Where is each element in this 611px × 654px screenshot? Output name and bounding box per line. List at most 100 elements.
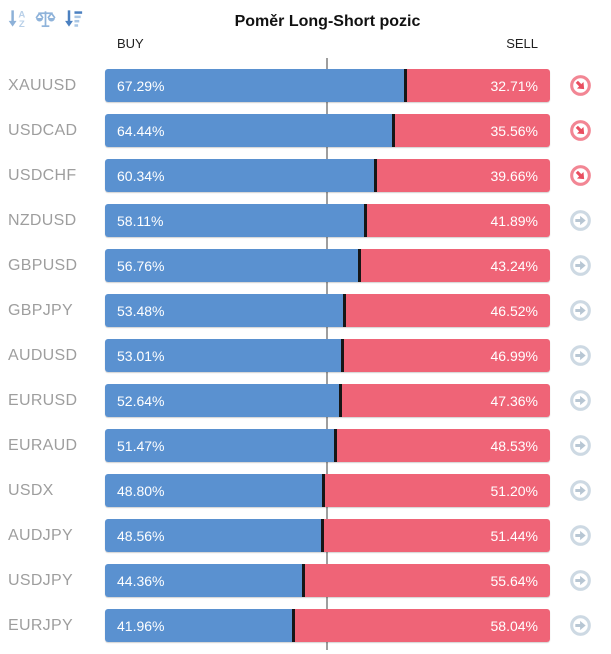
signal-icon-button[interactable] <box>569 344 592 367</box>
buy-percent: 53.01% <box>117 347 165 364</box>
pair-label: AUDUSD <box>8 346 78 364</box>
balance-sort-button[interactable] <box>34 7 57 30</box>
signal-icon-button[interactable] <box>569 299 592 322</box>
ratio-bar: 58.11% 41.89% <box>105 204 550 237</box>
signal-icon-button[interactable] <box>569 389 592 412</box>
bar-divider <box>291 609 295 642</box>
sell-percent: 43.24% <box>490 257 538 274</box>
bar-divider <box>322 474 326 507</box>
bar-divider <box>363 204 367 237</box>
signal-icon-button[interactable] <box>569 164 592 187</box>
pair-label: EURAUD <box>8 436 78 454</box>
buy-bar-segment: 53.48% <box>105 294 343 327</box>
buy-bar-segment: 64.44% <box>105 114 392 147</box>
sell-bar-segment: 43.24% <box>360 249 550 282</box>
sort-by-value-button[interactable] <box>62 7 85 30</box>
signal-icon-button[interactable] <box>569 74 592 97</box>
buy-percent: 56.76% <box>117 257 165 274</box>
pair-label: USDCHF <box>8 166 77 184</box>
bar-divider <box>340 339 344 372</box>
signal-column <box>550 164 611 187</box>
chart-title: Poměr Long-Short pozic <box>234 13 421 30</box>
signal-column <box>550 524 611 547</box>
pair-label: XAUUSD <box>8 76 77 94</box>
signal-icon-button[interactable] <box>569 119 592 142</box>
ratio-bar: 60.34% 39.66% <box>105 159 550 192</box>
sell-percent: 32.71% <box>490 77 538 94</box>
signal-column <box>550 389 611 412</box>
pair-row: USDCAD 64.44% 35.56% <box>0 108 611 153</box>
pair-row: GBPJPY 53.48% 46.52% <box>0 288 611 333</box>
sell-bar-segment: 39.66% <box>376 159 550 192</box>
buy-percent: 53.48% <box>117 302 165 319</box>
svg-text:A: A <box>18 10 25 21</box>
signal-column <box>550 299 611 322</box>
buy-percent: 52.64% <box>117 392 165 409</box>
signal-column <box>550 209 611 232</box>
pair-label: GBPUSD <box>8 256 78 274</box>
buy-bar-segment: 53.01% <box>105 339 341 372</box>
signal-icon-button[interactable] <box>569 479 592 502</box>
signal-column <box>550 614 611 637</box>
sell-bar-segment: 47.36% <box>342 384 550 417</box>
signal-icon-button[interactable] <box>569 569 592 592</box>
bar-divider <box>373 159 377 192</box>
sell-signal-down-right-arrow-icon <box>570 165 591 186</box>
sell-percent: 46.99% <box>490 347 538 364</box>
neutral-signal-right-arrow-icon <box>570 390 591 411</box>
signal-column <box>550 434 611 457</box>
signal-icon-button[interactable] <box>569 524 592 547</box>
sell-percent: 58.04% <box>490 617 538 634</box>
pair-label: USDJPY <box>8 571 73 589</box>
pair-row: NZDUSD 58.11% 41.89% <box>0 198 611 243</box>
signal-icon-button[interactable] <box>569 209 592 232</box>
sell-percent: 47.36% <box>490 392 538 409</box>
sell-bar-segment: 35.56% <box>394 114 550 147</box>
buy-bar-segment: 48.80% <box>105 474 323 507</box>
ratio-bar: 64.44% 35.56% <box>105 114 550 147</box>
buy-percent: 48.56% <box>117 527 165 544</box>
column-headers: BUY SELL <box>105 36 550 51</box>
neutral-signal-right-arrow-icon <box>570 435 591 456</box>
pair-label: GBPJPY <box>8 301 73 319</box>
signal-icon-button[interactable] <box>569 434 592 457</box>
ratio-bar: 53.01% 46.99% <box>105 339 550 372</box>
neutral-signal-right-arrow-icon <box>570 480 591 501</box>
buy-percent: 64.44% <box>117 122 165 139</box>
bar-divider <box>404 69 408 102</box>
signal-column <box>550 119 611 142</box>
sort-alphabetical-button[interactable]: A Z <box>6 7 29 30</box>
sort-amount-descending-icon <box>65 10 83 27</box>
buy-percent: 67.29% <box>117 77 165 94</box>
sell-bar-segment: 48.53% <box>337 429 550 462</box>
sell-percent: 48.53% <box>490 437 538 454</box>
ratio-bar: 41.96% 58.04% <box>105 609 550 642</box>
bar-divider <box>321 519 325 552</box>
buy-bar-segment: 44.36% <box>105 564 303 597</box>
signal-icon-button[interactable] <box>569 614 592 637</box>
ratio-bar: 56.76% 43.24% <box>105 249 550 282</box>
buy-bar-segment: 52.64% <box>105 384 340 417</box>
sell-percent: 51.44% <box>490 527 538 544</box>
signal-column <box>550 479 611 502</box>
buy-percent: 58.11% <box>117 212 164 229</box>
sell-percent: 46.52% <box>490 302 538 319</box>
pair-row: USDCHF 60.34% 39.66% <box>0 153 611 198</box>
sell-signal-down-right-arrow-icon <box>570 75 591 96</box>
ratio-bar: 53.48% 46.52% <box>105 294 550 327</box>
sell-percent: 39.66% <box>490 167 538 184</box>
pair-row: AUDJPY 48.56% 51.44% <box>0 513 611 558</box>
ratio-rows: XAUUSD 67.29% 32.71% USDCAD 64.44% <box>0 63 611 648</box>
buy-percent: 60.34% <box>117 167 165 184</box>
pair-row: GBPUSD 56.76% 43.24% <box>0 243 611 288</box>
signal-column <box>550 344 611 367</box>
neutral-signal-right-arrow-icon <box>570 615 591 636</box>
pair-label: EURUSD <box>8 391 78 409</box>
sell-bar-segment: 51.20% <box>325 474 550 507</box>
bar-divider <box>339 384 343 417</box>
sell-bar-segment: 58.04% <box>294 609 550 642</box>
signal-icon-button[interactable] <box>569 254 592 277</box>
bar-divider <box>342 294 346 327</box>
ratio-bar: 44.36% 55.64% <box>105 564 550 597</box>
